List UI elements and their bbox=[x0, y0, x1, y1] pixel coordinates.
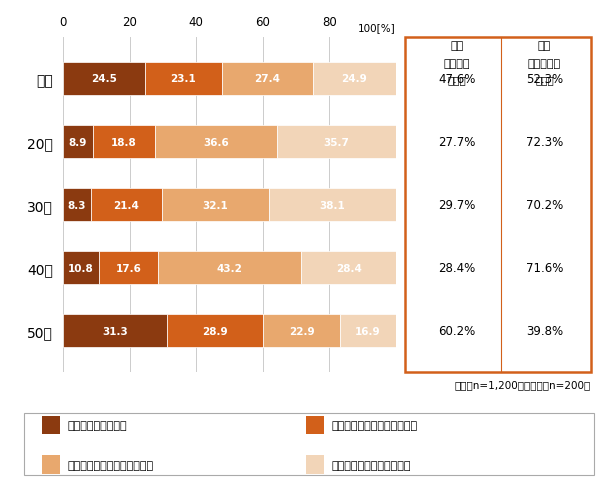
Bar bbox=[167, 315, 263, 348]
Bar bbox=[158, 252, 301, 285]
Bar bbox=[63, 126, 92, 158]
Text: 金額はあまり把握していない: 金額はあまり把握していない bbox=[67, 460, 154, 469]
Text: 35.7: 35.7 bbox=[323, 137, 349, 147]
Bar bbox=[221, 63, 313, 96]
Text: 18.8: 18.8 bbox=[111, 137, 137, 147]
Text: 16.9: 16.9 bbox=[355, 326, 380, 336]
Bar bbox=[63, 252, 99, 285]
Text: 27.4: 27.4 bbox=[254, 74, 280, 84]
Bar bbox=[162, 189, 269, 222]
Text: 8.3: 8.3 bbox=[68, 200, 86, 210]
Text: 52.3%: 52.3% bbox=[526, 73, 563, 86]
Bar bbox=[63, 315, 167, 348]
Text: 28.4: 28.4 bbox=[336, 263, 362, 273]
Text: 22.9: 22.9 bbox=[289, 326, 314, 336]
Text: 39.8%: 39.8% bbox=[526, 324, 563, 337]
Text: 24.9: 24.9 bbox=[341, 74, 367, 84]
Text: 43.2: 43.2 bbox=[217, 263, 242, 273]
Text: 24.5: 24.5 bbox=[91, 74, 117, 84]
Text: 28.4%: 28.4% bbox=[439, 262, 476, 275]
Text: 27.7%: 27.7% bbox=[439, 136, 476, 149]
Text: 23.1: 23.1 bbox=[170, 74, 196, 84]
Bar bbox=[269, 189, 395, 222]
Text: 把握: 把握 bbox=[451, 41, 464, 51]
Bar bbox=[301, 252, 396, 285]
Bar bbox=[340, 315, 396, 348]
Text: 36.6: 36.6 bbox=[203, 137, 229, 147]
Text: 金額は全く把握していない: 金額は全く把握していない bbox=[331, 460, 411, 469]
Text: している: している bbox=[444, 59, 470, 69]
Text: 全体（n=1,200）各年代（n=200）: 全体（n=1,200）各年代（n=200） bbox=[455, 379, 591, 389]
Text: 31.3: 31.3 bbox=[102, 326, 128, 336]
Text: 32.1: 32.1 bbox=[202, 200, 228, 210]
Bar bbox=[63, 63, 145, 96]
Text: 8.9: 8.9 bbox=[68, 137, 87, 147]
Text: 72.3%: 72.3% bbox=[526, 136, 563, 149]
Bar bbox=[145, 63, 221, 96]
Text: （計）: （計） bbox=[448, 75, 466, 85]
Bar bbox=[155, 126, 277, 158]
Text: 71.6%: 71.6% bbox=[526, 262, 563, 275]
Bar bbox=[263, 315, 340, 348]
Bar bbox=[313, 63, 395, 96]
Text: 29.7%: 29.7% bbox=[439, 199, 476, 212]
Bar bbox=[277, 126, 396, 158]
Text: 47.6%: 47.6% bbox=[439, 73, 476, 86]
Bar bbox=[63, 189, 91, 222]
Text: 金額を把握している: 金額を把握している bbox=[67, 420, 127, 430]
Text: 把握: 把握 bbox=[538, 41, 551, 51]
Bar bbox=[91, 189, 162, 222]
Text: 100[%]: 100[%] bbox=[358, 24, 396, 34]
Text: 17.6: 17.6 bbox=[115, 263, 141, 273]
Text: 38.1: 38.1 bbox=[319, 200, 345, 210]
Text: （計）: （計） bbox=[535, 75, 554, 85]
Text: 金額をおおよそ把握している: 金額をおおよそ把握している bbox=[331, 420, 418, 430]
Text: していない: していない bbox=[528, 59, 561, 69]
Bar bbox=[99, 252, 158, 285]
Text: 28.9: 28.9 bbox=[203, 326, 228, 336]
Text: 70.2%: 70.2% bbox=[526, 199, 563, 212]
Text: 21.4: 21.4 bbox=[113, 200, 139, 210]
Bar bbox=[92, 126, 155, 158]
Text: 10.8: 10.8 bbox=[68, 263, 94, 273]
Text: 60.2%: 60.2% bbox=[439, 324, 476, 337]
